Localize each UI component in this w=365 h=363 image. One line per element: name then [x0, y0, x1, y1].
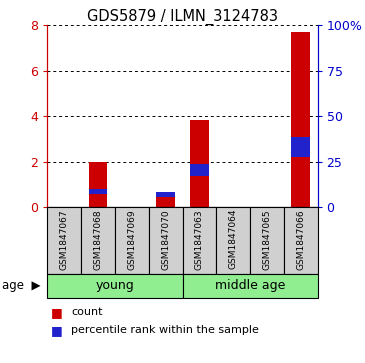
Bar [216, 207, 250, 274]
Text: GSM1847068: GSM1847068 [93, 209, 103, 270]
Text: ■: ■ [51, 324, 63, 337]
Text: GSM1847069: GSM1847069 [127, 209, 137, 270]
Bar [149, 207, 182, 274]
Text: young: young [96, 280, 134, 292]
Text: GSM1847065: GSM1847065 [262, 209, 272, 270]
Bar [291, 137, 310, 157]
Bar [115, 207, 149, 274]
Bar [182, 207, 216, 274]
Text: count: count [71, 307, 103, 317]
Text: GSM1847067: GSM1847067 [60, 209, 69, 270]
Bar [190, 164, 209, 176]
Bar [156, 192, 175, 197]
Bar [89, 189, 107, 195]
Text: ■: ■ [51, 306, 63, 319]
Text: GSM1847063: GSM1847063 [195, 209, 204, 270]
Text: percentile rank within the sample: percentile rank within the sample [71, 325, 259, 335]
Bar [284, 207, 318, 274]
Bar [47, 274, 182, 298]
Bar [81, 207, 115, 274]
Bar [156, 192, 175, 207]
Text: age  ▶: age ▶ [2, 280, 40, 292]
Bar [250, 207, 284, 274]
Bar [182, 274, 318, 298]
Text: GSM1847066: GSM1847066 [296, 209, 305, 270]
Text: GDS5879 / ILMN_3124783: GDS5879 / ILMN_3124783 [87, 9, 278, 25]
Bar [190, 119, 209, 207]
Bar [89, 162, 107, 207]
Text: GSM1847064: GSM1847064 [228, 209, 238, 269]
Text: GSM1847070: GSM1847070 [161, 209, 170, 270]
Text: middle age: middle age [215, 280, 285, 292]
Bar [47, 207, 81, 274]
Bar [291, 32, 310, 207]
